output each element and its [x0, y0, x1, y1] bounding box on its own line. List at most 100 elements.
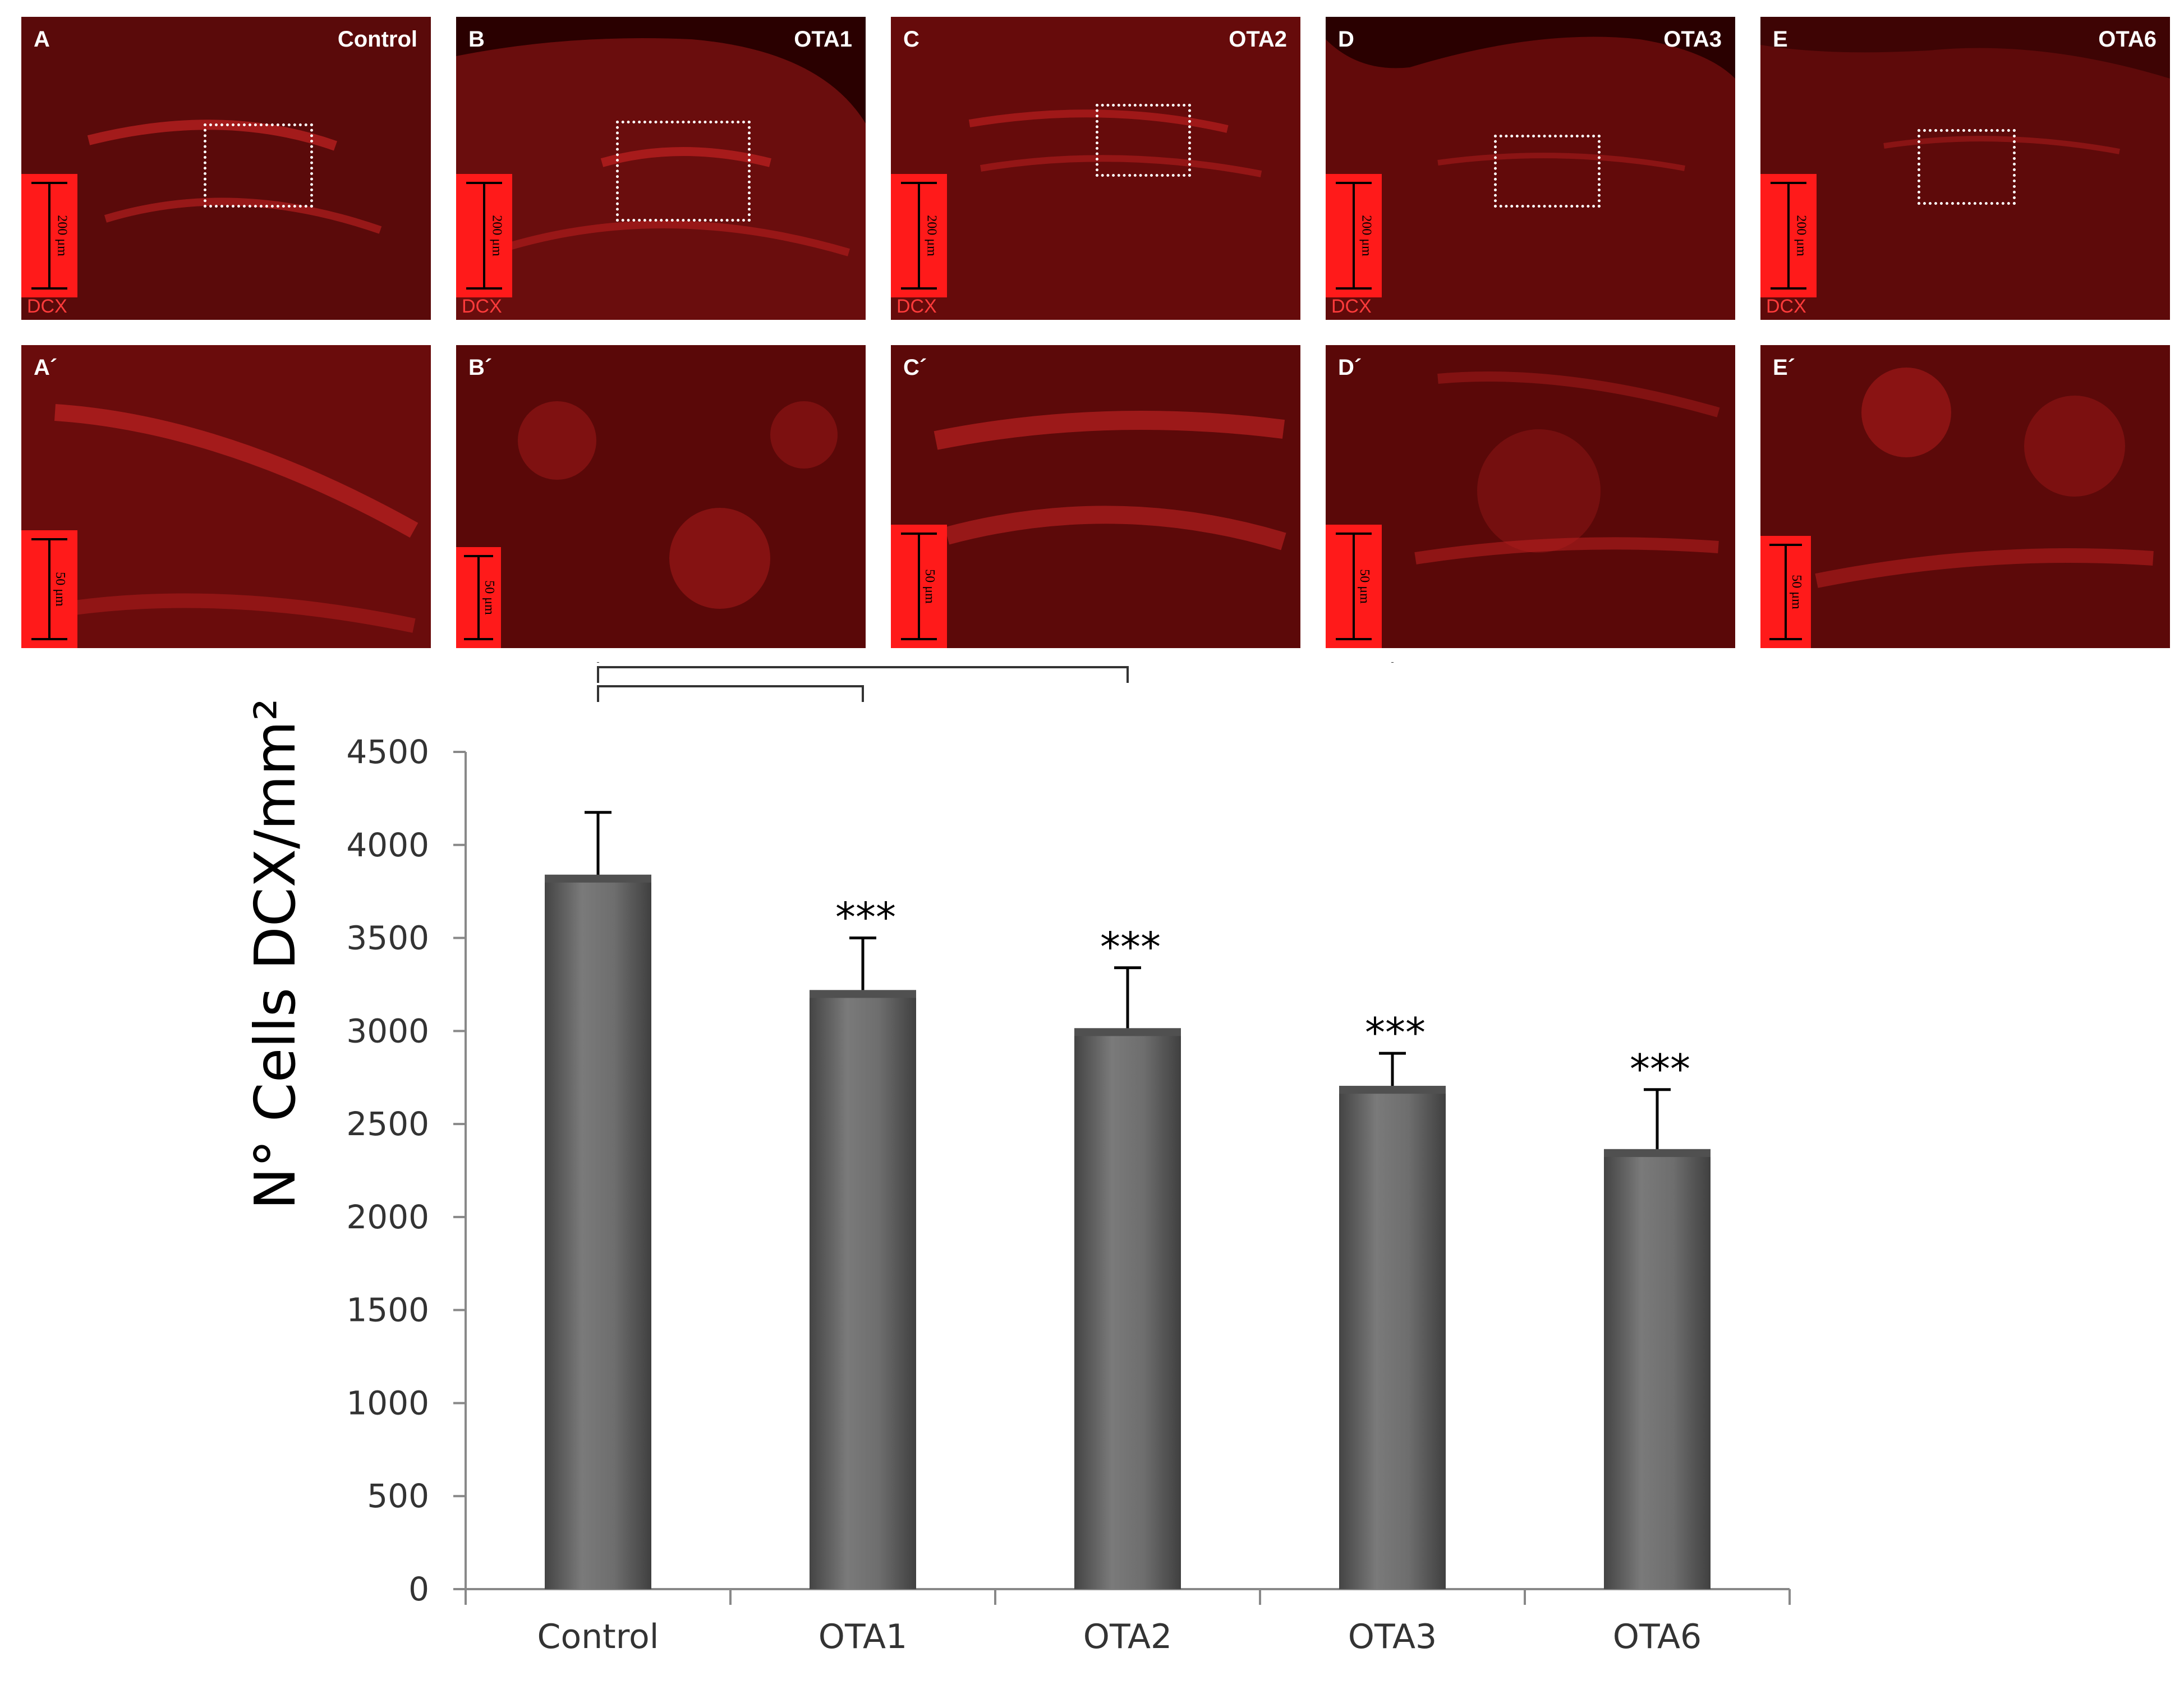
y-tick-label: 500 [367, 1477, 429, 1515]
dcx-stain-image [1326, 345, 1735, 648]
bar [1604, 1149, 1711, 1589]
micrograph-b-zoom: 50 μm B´ [456, 345, 866, 648]
scale-bar: 50 μm [1760, 536, 1811, 648]
scale-label: 50 μm [1357, 569, 1372, 604]
panel-letter: C [903, 27, 919, 52]
bar [545, 874, 651, 1589]
bar [1339, 1086, 1446, 1589]
dcx-bar-chart: N° Cells DCX/mm² 0 500 1000 1500 2000 2500 300… [242, 662, 1791, 1656]
micrograph-e-zoom: 50 μm E´ [1760, 345, 2170, 648]
bar-cap [1604, 1149, 1711, 1157]
roi-box [1918, 129, 2016, 205]
micrograph-b: 200 μm B OTA1 DCX [456, 17, 866, 320]
scale-bar: 200 μm [456, 174, 512, 297]
significance-label: *** [1100, 924, 1161, 971]
panel-letter: E [1773, 27, 1788, 52]
bar [810, 990, 916, 1589]
marker-label: DCX [1766, 296, 1806, 317]
scale-bar: 200 μm [891, 174, 947, 297]
panel-letter: D [1338, 27, 1354, 52]
micrograph-a: 200 μm A Control DCX [21, 17, 431, 320]
panel-letter: A´ [34, 355, 58, 380]
dcx-stain-image [456, 17, 866, 320]
scale-bar: 200 μm [1326, 174, 1382, 297]
scale-label: 200 μm [489, 215, 504, 256]
panel-letter: D´ [1338, 355, 1362, 380]
micrograph-e: 200 μm E OTA6 DCX [1760, 17, 2170, 320]
micrograph-d: 200 μm D OTA3 DCX [1326, 17, 1735, 320]
roi-box [204, 123, 313, 208]
scale-bar: 50 μm [1326, 525, 1382, 648]
bar-cap [1074, 1028, 1181, 1036]
comparison-bracket [597, 685, 864, 702]
scale-bar: 200 μm [1760, 174, 1817, 297]
x-tick-label: Control [537, 1617, 659, 1656]
x-tick-label: OTA2 [1083, 1617, 1172, 1656]
panel-letter: E´ [1773, 355, 1795, 380]
y-tick-label: 2000 [346, 1198, 429, 1236]
significance-label: *** [835, 894, 896, 941]
x-axis: Control OTA1 OTA2 OTA3 OTA6 [465, 1588, 1791, 1656]
scale-bar: 50 μm [891, 525, 947, 648]
scale-label: 200 μm [54, 215, 70, 256]
scale-label: 200 μm [1794, 215, 1809, 256]
roi-box [616, 121, 751, 222]
y-axis: 0 500 1000 1500 2000 2500 3000 3500 4000 4500 [346, 733, 467, 1608]
panel-group-label: OTA1 [794, 27, 852, 52]
y-tick-label: 3000 [346, 1012, 429, 1050]
dcx-stain-image [1760, 345, 2170, 648]
comparison-brackets [597, 662, 1394, 702]
y-tick-label: 0 [408, 1570, 429, 1608]
panel-group-label: Control [337, 27, 417, 52]
y-tick-label: 4500 [346, 733, 429, 771]
marker-label: DCX [27, 296, 67, 317]
roi-box [1096, 104, 1191, 177]
marker-label: DCX [896, 296, 937, 317]
scale-bar: 200 μm [21, 174, 77, 297]
marker-label: DCX [1331, 296, 1372, 317]
scale-label: 200 μm [924, 215, 939, 256]
dcx-stain-image [21, 17, 431, 320]
x-tick-label: OTA1 [819, 1617, 907, 1656]
micrograph-d-zoom: 50 μm D´ [1326, 345, 1735, 648]
dcx-stain-image [1760, 17, 2170, 320]
scale-label: 50 μm [922, 569, 937, 604]
panel-group-label: OTA3 [1663, 27, 1722, 52]
dcx-stain-image [456, 345, 866, 648]
dcx-stain-image [891, 345, 1300, 648]
bar [1074, 1028, 1181, 1589]
roi-box [1494, 135, 1601, 208]
bar-cap [1339, 1086, 1446, 1094]
panel-letter: A [34, 27, 50, 52]
y-tick-label: 1500 [346, 1291, 429, 1329]
scale-label: 50 μm [1788, 575, 1804, 609]
panel-group-label: OTA2 [1229, 27, 1287, 52]
micrograph-c-zoom: 50 μm C´ [891, 345, 1300, 648]
panel-letter: B´ [468, 355, 493, 380]
scale-bar: 50 μm [456, 547, 501, 648]
x-tick-label: OTA6 [1613, 1617, 1702, 1656]
scale-label: 50 μm [52, 572, 67, 607]
y-tick-label: 4000 [346, 826, 429, 864]
marker-label: DCX [462, 296, 502, 317]
scale-bar: 50 μm [21, 530, 77, 648]
scale-label: 50 μm [481, 580, 496, 615]
comparison-bracket [597, 666, 1129, 683]
dcx-stain-image [21, 345, 431, 648]
bar-cap [545, 874, 651, 883]
micrograph-c: 200 μm C OTA2 DCX [891, 17, 1300, 320]
micrograph-a-zoom: 50 μm A´ [21, 345, 431, 648]
significance-label: *** [1365, 1009, 1426, 1056]
y-tick-label: 3500 [346, 919, 429, 957]
significance-label: *** [1630, 1045, 1690, 1093]
bar-cap [810, 990, 916, 998]
y-tick-label: 2500 [346, 1105, 429, 1143]
y-tick-label: 1000 [346, 1384, 429, 1422]
panel-group-label: OTA6 [2098, 27, 2157, 52]
comparison-bracket [597, 662, 1394, 663]
x-tick-label: OTA3 [1348, 1617, 1437, 1656]
bars: *** *** *** *** [545, 811, 1711, 1589]
scale-label: 200 μm [1359, 215, 1374, 256]
dcx-stain-image [1326, 17, 1735, 320]
panel-letter: B [468, 27, 485, 52]
